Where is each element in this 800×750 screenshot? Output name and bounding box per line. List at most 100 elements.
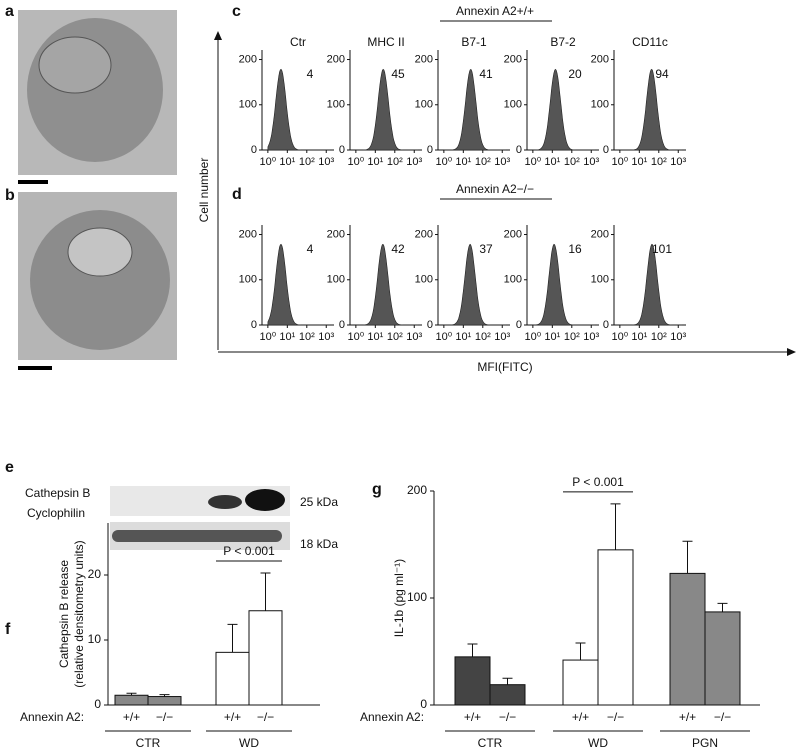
x-tick-label: 10⁰ (612, 156, 629, 168)
mfi-label: 16 (568, 242, 582, 256)
mfi-label: 20 (568, 67, 582, 81)
plot-title: MHC II (367, 35, 404, 49)
histogram (532, 68, 596, 151)
x-tick-label: 10³ (494, 331, 510, 343)
row-label: Annexin A2: (360, 710, 424, 724)
category-label: −/− (257, 710, 274, 724)
x-tick-label: 10¹ (367, 331, 383, 343)
x-tick-label: 10⁰ (348, 331, 365, 343)
y-tick-label: 200 (327, 53, 345, 65)
y-tick-label: 200 (239, 228, 257, 240)
x-tick-label: 10⁰ (436, 331, 453, 343)
plot-title: Ctr (290, 35, 306, 49)
y-tick-label: 100 (415, 99, 433, 111)
y-tick-label: 100 (239, 274, 257, 286)
x-tick-label: 10⁰ (525, 156, 542, 168)
category-label: +/+ (572, 710, 589, 724)
row-header: Annexin A2−/− (456, 182, 534, 196)
error-bar (467, 643, 478, 657)
error-bar (682, 540, 693, 574)
mfi-label: 101 (652, 242, 672, 256)
x-tick-label: 10¹ (544, 331, 560, 343)
x-tick-label: 10⁰ (525, 331, 542, 343)
nucleus (38, 36, 112, 94)
cell (30, 210, 170, 350)
x-tick-label: 10¹ (279, 331, 295, 343)
y-tick-label: 200 (591, 53, 609, 65)
x-tick-label: 10¹ (367, 156, 383, 168)
mfi-label: 41 (479, 67, 493, 81)
y-tick-label: 100 (591, 99, 609, 111)
y-tick-label: 0 (603, 319, 609, 331)
mfi-label: 94 (655, 67, 669, 81)
mfi-label: 4 (307, 67, 314, 81)
scale-bar (18, 180, 48, 184)
histogram (267, 68, 331, 151)
error-bar (575, 642, 586, 661)
y-tick-label: 100 (591, 274, 609, 286)
bar (147, 696, 182, 706)
bar (597, 549, 634, 706)
x-tick-label: 10³ (318, 331, 334, 343)
row-label: Annexin A2: (20, 710, 84, 724)
y-tick-label: 200 (504, 228, 522, 240)
row-header: Annexin A2+/+ (456, 4, 534, 18)
x-tick-label: 10² (475, 331, 491, 343)
y-axis-label: Cathepsin B release (57, 560, 71, 668)
x-tick-label: 10⁰ (260, 331, 277, 343)
x-tick-label: 10³ (670, 331, 686, 343)
category-label: −/− (499, 710, 516, 724)
x-tick-label: 10² (564, 331, 580, 343)
blot-label: Cyclophilin (27, 506, 85, 520)
histogram (532, 243, 596, 326)
x-tick-label: 10³ (583, 156, 599, 168)
significance-label: P < 0.001 (223, 544, 275, 558)
y-tick-label: 100 (327, 274, 345, 286)
error-bar (502, 677, 513, 685)
y-tick-label: 0 (420, 697, 427, 711)
x-tick-label: 10¹ (455, 156, 471, 168)
x-tick-label: 10¹ (631, 156, 647, 168)
band (208, 495, 242, 509)
y-tick-label: 0 (251, 144, 257, 156)
x-tick-label: 10² (387, 331, 403, 343)
bar (669, 572, 706, 706)
category-label: −/− (156, 710, 173, 724)
bar (704, 611, 741, 706)
y-axis-label: (relative densitometry units) (72, 540, 86, 687)
x-tick-label: 10⁰ (612, 331, 629, 343)
x-tick-label: 10⁰ (348, 156, 365, 168)
band (245, 489, 285, 511)
x-tick-label: 10¹ (631, 331, 647, 343)
bar (248, 610, 283, 706)
error-bar (227, 623, 238, 653)
x-tick-label: 10³ (494, 156, 510, 168)
x-tick-label: 10³ (406, 156, 422, 168)
y-tick-label: 200 (591, 228, 609, 240)
bar (562, 659, 599, 706)
bar (454, 656, 491, 706)
group-label: PGN (692, 736, 718, 750)
y-tick-label: 200 (407, 483, 427, 497)
category-label: −/− (607, 710, 624, 724)
histogram (619, 68, 683, 151)
error-bar (717, 602, 728, 612)
panel-label: b (5, 187, 15, 204)
mfi-label: 4 (307, 242, 314, 256)
panel-label: f (5, 621, 11, 638)
histogram (443, 243, 507, 326)
y-tick-label: 0 (94, 697, 101, 711)
panel-label: g (372, 481, 382, 498)
nucleus (67, 227, 133, 277)
category-label: +/+ (464, 710, 481, 724)
x-tick-label: 10² (387, 156, 403, 168)
y-tick-label: 100 (415, 274, 433, 286)
y-tick-label: 100 (407, 590, 427, 604)
histogram (355, 68, 419, 151)
y-tick-label: 0 (603, 144, 609, 156)
y-tick-label: 0 (339, 144, 345, 156)
group-label: CTR (478, 736, 503, 750)
band (112, 530, 282, 542)
y-tick-label: 0 (516, 144, 522, 156)
group-label: WD (588, 736, 608, 750)
